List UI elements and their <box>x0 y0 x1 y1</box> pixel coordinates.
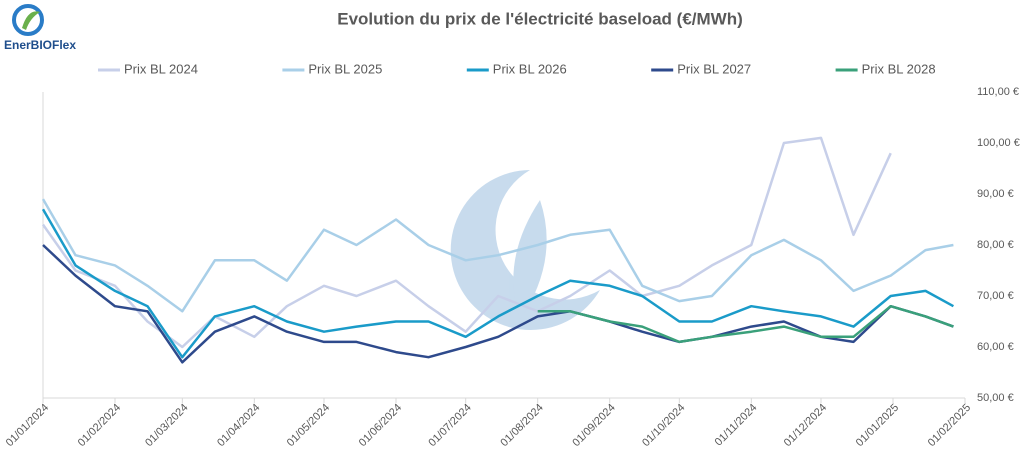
legend-label: Prix BL 2025 <box>308 61 382 76</box>
x-tick-label: 01/02/2024 <box>76 402 123 449</box>
series-line <box>41 136 892 349</box>
x-tick-label: 01/09/2024 <box>570 402 617 449</box>
x-tick-label: 01/06/2024 <box>357 402 404 449</box>
watermark <box>450 165 654 331</box>
x-tick-label: 01/03/2024 <box>143 402 190 449</box>
x-tick-label: 01/04/2024 <box>215 402 262 449</box>
x-tick-label: 01/08/2024 <box>498 402 545 449</box>
series-line <box>41 208 955 359</box>
legend-label: Prix BL 2027 <box>677 61 751 76</box>
logo: EnerBIOFlex <box>4 4 76 52</box>
x-tick-label: 01/11/2024 <box>713 402 760 449</box>
series-line <box>41 198 954 313</box>
y-tick-label: 80,00 € <box>977 239 1014 251</box>
series-line <box>537 304 954 344</box>
chart-title: Evolution du prix de l'électricité basel… <box>337 9 743 28</box>
y-tick-label: 60,00 € <box>977 341 1014 353</box>
x-tick-label: 01/10/2024 <box>640 402 687 449</box>
logo-text: EnerBIOFlex <box>4 38 76 52</box>
legend-label: Prix BL 2028 <box>862 61 936 76</box>
x-tick-label: 01/01/2024 <box>4 402 51 449</box>
y-tick-label: 70,00 € <box>977 290 1014 302</box>
logo-ring <box>12 4 44 36</box>
x-tick-label: 01/05/2024 <box>285 402 332 449</box>
logo-leaf <box>22 11 40 30</box>
x-tick-label: 01/12/2024 <box>782 402 829 449</box>
legend-label: Prix BL 2024 <box>124 61 198 76</box>
y-tick-label: 50,00 € <box>977 392 1014 404</box>
legend-label: Prix BL 2026 <box>493 61 567 76</box>
y-tick-label: 100,00 € <box>977 137 1020 149</box>
x-tick-label: 01/07/2024 <box>426 402 473 449</box>
x-tick-label: 01/01/2025 <box>854 402 901 449</box>
y-tick-label: 90,00 € <box>977 188 1014 200</box>
series-line <box>42 244 954 364</box>
x-tick-label: 01/02/2025 <box>926 402 973 449</box>
y-tick-label: 110,00 € <box>977 86 1019 98</box>
